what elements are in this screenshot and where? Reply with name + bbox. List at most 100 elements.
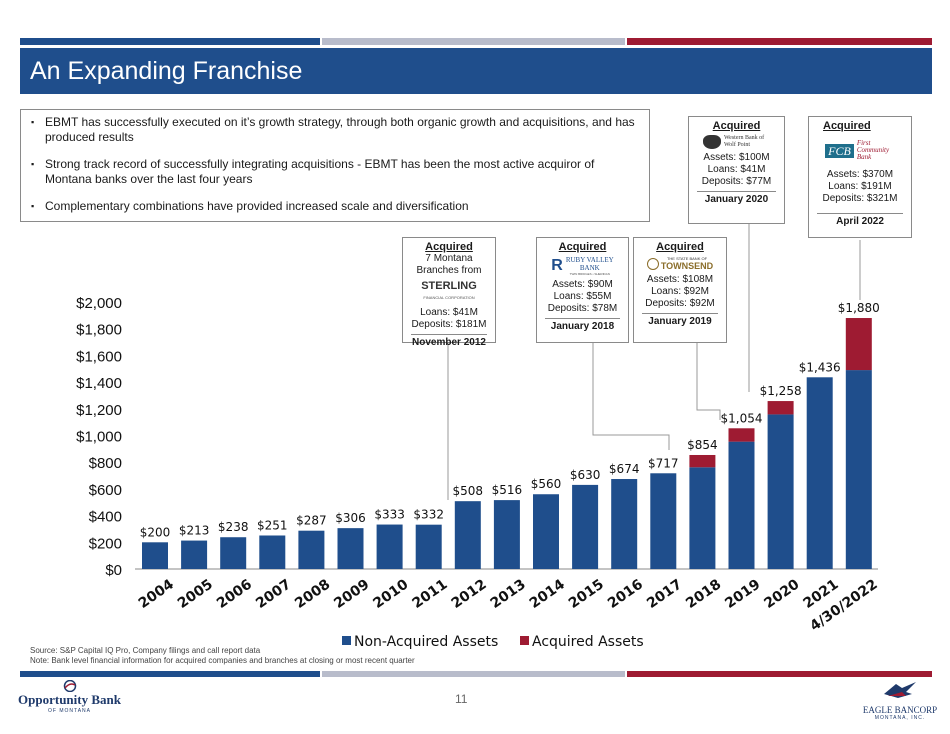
x-tick-label: 2011 <box>409 576 450 611</box>
title-bar: An Expanding Franchise <box>20 48 932 94</box>
bullet-marker: ▪ <box>31 117 35 127</box>
eagle-bancorp-logo: EAGLE BANCORP MONTANA, INC. <box>860 680 940 721</box>
x-tick-label: 2005 <box>175 576 216 611</box>
top-stripe-red <box>627 38 932 45</box>
legend-label: Acquired Assets <box>532 634 644 650</box>
x-tick-label: 2012 <box>449 576 490 611</box>
townsend-logo-text: TOWNSEND <box>660 261 714 271</box>
bar-total-label: $1,880 <box>838 301 880 315</box>
card-assets: Assets: $90M <box>552 279 613 290</box>
bottom-stripe-blue <box>20 671 320 677</box>
card-deposits: Deposits: $77M <box>701 176 772 187</box>
bullet-text: EBMT has successfully executed on it’s g… <box>45 115 635 144</box>
bar-non-acquired <box>806 377 833 569</box>
bar-total-label: $213 <box>179 524 210 538</box>
card-loans: Loans: $92M <box>651 286 709 297</box>
bar-non-acquired <box>728 441 755 569</box>
x-tick-label: 2018 <box>683 576 724 611</box>
townsend-logo-sub: THE STATE BANK OF <box>666 256 708 261</box>
card-fcb: Acquired FCB First Community Bank Assets… <box>808 116 912 238</box>
townsend-logo: THE STATE BANK OF TOWNSEND <box>634 256 726 271</box>
wolfpoint-logo: Western Bank of Wolf Point <box>689 135 784 149</box>
sterling-logo: STERLING FINANCIAL CORPORATION <box>403 280 495 304</box>
bullet-item: ▪ Complementary combinations have provide… <box>31 199 641 214</box>
y-tick-label: $1,200 <box>76 402 122 419</box>
connector-ruby <box>592 343 670 450</box>
y-tick-label: $200 <box>89 535 122 552</box>
bar-total-label: $1,258 <box>760 384 802 398</box>
card-separator <box>697 191 776 192</box>
bar-non-acquired <box>220 537 247 569</box>
bullet-text: Complementary combinations have provided… <box>45 199 469 213</box>
bar-total-label: $306 <box>335 511 366 525</box>
bar-non-acquired <box>845 370 872 569</box>
bar-total-label: $560 <box>531 477 562 491</box>
top-stripe-gray <box>322 38 625 45</box>
wolfpoint-logo-text: Western Bank of Wolf Point <box>724 135 765 148</box>
y-tick-label: $600 <box>89 482 122 499</box>
card-deposits: Deposits: $321M <box>822 193 898 204</box>
bar-total-label: $1,436 <box>799 360 841 374</box>
card-loans: Loans: $55M <box>553 291 612 302</box>
y-tick-label: $1,600 <box>76 348 122 365</box>
x-tick-label: 2020 <box>761 576 802 612</box>
card-heading: Acquired <box>712 120 761 132</box>
card-loans: Loans: $191M <box>828 181 892 192</box>
x-tick-label: 2009 <box>331 576 372 611</box>
y-axis: $0 $200 $400 $600 $800 $1,000 $1,200 $1,400 $1,6… <box>76 295 122 579</box>
wolf-icon <box>703 135 721 149</box>
fcb-logo: FCB First Community Bank <box>809 140 911 161</box>
x-tick-label: 2014 <box>527 576 568 612</box>
x-tick-label: 2016 <box>605 576 646 611</box>
bullet-item: ▪ Strong track record of successfully int… <box>31 157 641 187</box>
bars: $200 $213 $238 $251 $287 $306 $333 $332 $508 $516… <box>135 301 880 570</box>
card-deposits: Deposits: $181M <box>411 319 487 330</box>
townsend-logo-icon <box>646 257 659 270</box>
bar-total-label: $508 <box>453 484 484 498</box>
opportunity-swoosh-icon <box>63 680 76 692</box>
card-date: January 2018 <box>550 321 615 332</box>
card-separator <box>642 313 718 314</box>
fcb-logo-sub: First Community Bank <box>856 139 890 161</box>
bar-non-acquired <box>493 500 520 569</box>
bar-non-acquired <box>142 542 168 569</box>
bar-non-acquired <box>533 494 559 569</box>
bar-acquired <box>767 401 794 415</box>
bar-non-acquired <box>650 473 677 569</box>
card-subtitle: 7 Montana Branches from <box>416 253 482 276</box>
bar-total-label: $674 <box>609 462 640 476</box>
page-number: 11 <box>455 692 468 706</box>
card-heading: Acquired <box>823 120 871 132</box>
top-stripe-blue <box>20 38 320 45</box>
y-tick-label: $0 <box>105 562 122 579</box>
card-deposits: Deposits: $78M <box>547 303 618 314</box>
card-heading: Acquired <box>558 241 607 253</box>
card-assets: Assets: $100M <box>703 152 770 163</box>
card-heading: Acquired <box>656 241 704 253</box>
x-tick-label: 2007 <box>253 576 294 611</box>
bar-non-acquired <box>689 467 716 569</box>
bar-non-acquired <box>611 479 638 569</box>
connector-townsend <box>696 343 721 420</box>
card-townsend: Acquired THE STATE BANK OF TOWNSEND Asse… <box>633 237 727 343</box>
ruby-logo: R RUBY VALLEY BANK TWIN BRIDGES • SHERID… <box>537 256 628 276</box>
bottom-stripe-red <box>627 671 932 677</box>
footnotes: Source: S&P Capital IQ Pro, Company fili… <box>30 646 415 666</box>
legend: Non-Acquired Assets Acquired Assets <box>342 634 644 650</box>
footnote-note: Note: Bank level financial information f… <box>30 656 415 665</box>
card-date: January 2020 <box>704 194 769 205</box>
y-tick-label: $400 <box>89 509 122 526</box>
card-ruby: Acquired R RUBY VALLEY BANK TWIN BRIDGES… <box>536 237 629 343</box>
bar-total-label: $516 <box>492 483 523 497</box>
bar-non-acquired <box>415 524 442 569</box>
x-tick-label: 2013 <box>488 576 529 611</box>
footnote-source: Source: S&P Capital IQ Pro, Company fili… <box>30 646 261 655</box>
legend-swatch <box>342 636 351 645</box>
card-separator <box>817 213 903 214</box>
bar-total-label: $1,054 <box>721 411 763 425</box>
card-loans: Loans: $41M <box>707 164 766 175</box>
card-date: January 2019 <box>648 316 712 327</box>
card-date: April 2022 <box>836 216 884 227</box>
card-deposits: Deposits: $92M <box>645 298 715 309</box>
